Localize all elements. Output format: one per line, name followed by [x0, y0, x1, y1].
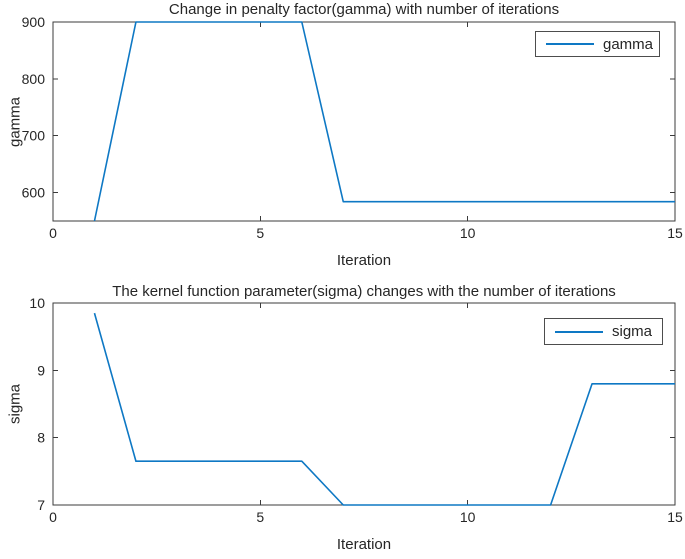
sigma-legend-label: sigma [612, 323, 653, 340]
x-tick-label: 5 [256, 225, 264, 241]
gamma-legend-label: gamma [603, 35, 654, 53]
sigma-plot-area: 0 5 10 15 7 8 9 10 [29, 295, 683, 525]
x-tick-label: 10 [460, 225, 476, 241]
y-tick-label: 600 [22, 185, 46, 201]
axes-box [52, 21, 676, 222]
x-tick-label: 10 [460, 509, 476, 525]
x-tick-label: 15 [667, 509, 683, 525]
gamma-chart: 0 5 10 15 600 700 800 900 Change in penalty fac… [6, 1, 683, 269]
y-tick-label: 8 [37, 430, 45, 446]
sigma-legend: sigma [544, 318, 663, 345]
y-tick-label: 700 [22, 128, 46, 144]
y-tick-label: 7 [37, 497, 45, 513]
gamma-series-line [93, 21, 675, 222]
sigma-chart: 0 5 10 15 7 8 9 10 The kernel function paramete… [0, 280, 685, 559]
y-tick-label: 10 [29, 295, 45, 311]
y-tick-label: 9 [37, 362, 45, 378]
gamma-x-axis-label: Iteration [336, 252, 392, 269]
gamma-y-axis-label: gamma [6, 96, 24, 148]
gamma-legend: gamma [535, 31, 660, 57]
x-tick-label: 15 [667, 225, 683, 241]
sigma-series-line [93, 312, 675, 506]
sigma-y-axis-label: sigma [6, 383, 24, 425]
y-tick-label: 800 [22, 71, 46, 87]
x-tick-label: 0 [49, 509, 57, 525]
x-tick-label: 0 [49, 225, 57, 241]
sigma-legend-line-sample [555, 330, 603, 333]
x-tick-label: 5 [256, 509, 264, 525]
y-tick-label: 900 [22, 14, 46, 30]
sigma-x-axis-label: Iteration [336, 536, 392, 553]
gamma-plot-area: 0 5 10 15 600 700 800 900 [22, 14, 683, 241]
gamma-chart-title: Change in penalty factor(gamma) with num… [168, 1, 560, 18]
sigma-chart-title: The kernel function parameter(sigma) cha… [112, 283, 616, 300]
gamma-legend-line-sample [546, 43, 594, 45]
